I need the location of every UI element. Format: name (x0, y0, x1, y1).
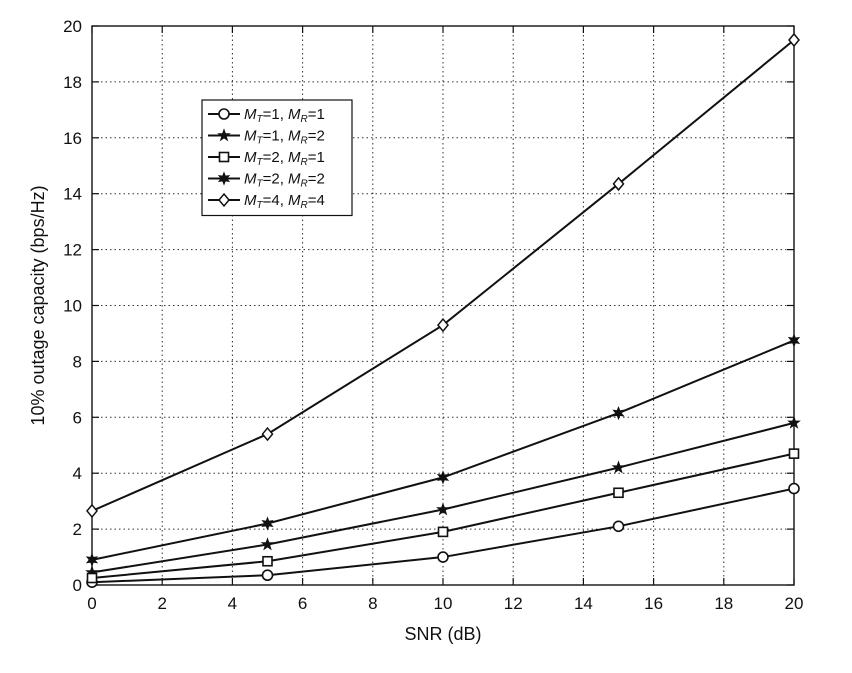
legend-label: MT=1, MR=2 (244, 128, 325, 147)
data-point (86, 503, 98, 519)
data-point (262, 555, 273, 567)
data-point (611, 460, 626, 474)
x-tick-label: 16 (644, 594, 663, 613)
x-tick-label: 4 (228, 594, 237, 613)
x-tick-label: 0 (87, 594, 96, 613)
y-tick-label: 10 (63, 297, 82, 316)
data-point (437, 551, 449, 563)
x-tick-label: 2 (157, 594, 166, 613)
data-point (613, 487, 624, 499)
y-axis-label: 10% outage capacity (bps/Hz) (28, 185, 48, 425)
data-point (437, 317, 449, 333)
data-point (260, 537, 275, 551)
data-point (788, 482, 800, 495)
legend-label: MT=2, MR=1 (244, 149, 325, 168)
x-tick-label: 18 (714, 594, 733, 613)
data-point (86, 572, 98, 584)
y-tick-label: 0 (73, 576, 82, 595)
x-tick-label: 14 (574, 594, 593, 613)
legend-marker (218, 108, 230, 120)
x-tick-label: 8 (368, 594, 377, 613)
data-point (261, 426, 274, 442)
legend-label: MT=2, MR=2 (244, 171, 325, 190)
y-tick-label: 12 (63, 241, 82, 260)
legend-marker (217, 171, 231, 186)
series-group-2 (86, 448, 800, 584)
y-tick-label: 6 (73, 408, 82, 427)
legend: MT=1, MR=1 MT=1, MR=2 MT=2, MR=1 MT=2, MR=2… (201, 99, 353, 217)
data-point (612, 176, 625, 192)
data-point (437, 526, 449, 538)
data-point (788, 32, 800, 48)
x-tick-label: 6 (298, 594, 307, 613)
y-tick-label: 14 (63, 185, 82, 204)
data-point (612, 520, 625, 533)
series-group-1 (85, 415, 801, 579)
legend-label: MT=4, MR=4 (244, 192, 325, 211)
data-point (436, 502, 450, 516)
series-group-3 (85, 333, 801, 567)
data-point (788, 448, 800, 459)
data-point (85, 552, 99, 567)
data-point (787, 333, 801, 348)
legend-marker (218, 151, 230, 163)
y-tick-label: 18 (63, 73, 82, 92)
y-tick-label: 8 (73, 352, 82, 371)
data-point (787, 415, 801, 429)
y-tick-label: 2 (73, 520, 82, 539)
y-tick-label: 20 (63, 17, 82, 36)
data-point (261, 569, 274, 582)
legend-marker (218, 192, 230, 208)
data-point (261, 516, 274, 531)
y-tick-label: 4 (73, 464, 82, 483)
x-tick-label: 10 (434, 594, 453, 613)
y-tick-label: 16 (63, 129, 82, 148)
x-tick-label: 20 (785, 594, 804, 613)
series-group-4 (86, 32, 800, 519)
data-point (436, 470, 450, 485)
legend-marker (217, 128, 231, 142)
legend-label: MT=1, MR=1 (244, 106, 325, 125)
data-point (612, 406, 625, 421)
x-tick-label: 12 (504, 594, 523, 613)
x-axis-label: SNR (dB) (404, 624, 481, 644)
